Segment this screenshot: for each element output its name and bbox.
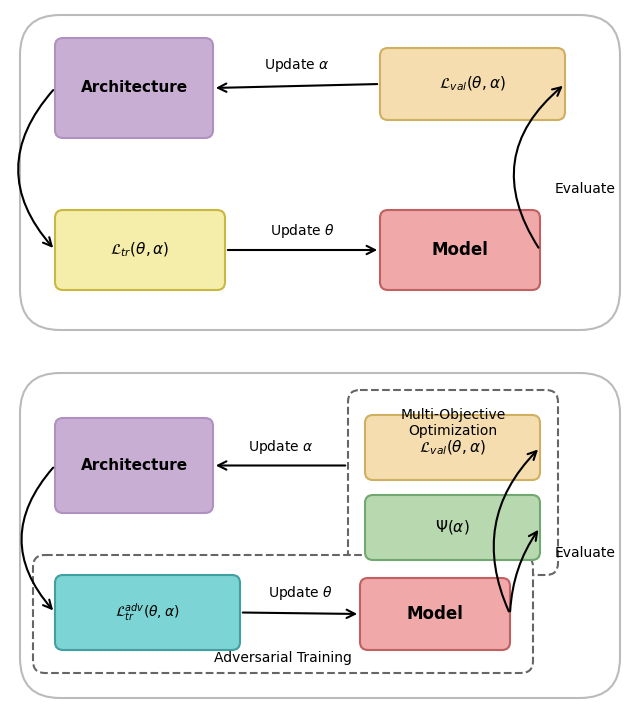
FancyBboxPatch shape — [55, 210, 225, 290]
Text: Update $\alpha$: Update $\alpha$ — [248, 438, 314, 456]
Text: $\mathcal{L}_{val}(\theta, \alpha)$: $\mathcal{L}_{val}(\theta, \alpha)$ — [419, 438, 486, 457]
FancyBboxPatch shape — [348, 390, 558, 575]
Text: $\mathcal{L}_{val}(\theta, \alpha)$: $\mathcal{L}_{val}(\theta, \alpha)$ — [439, 75, 506, 94]
FancyBboxPatch shape — [360, 578, 510, 650]
FancyBboxPatch shape — [55, 418, 213, 513]
Text: $\Psi(\alpha)$: $\Psi(\alpha)$ — [435, 518, 470, 536]
FancyBboxPatch shape — [365, 495, 540, 560]
Text: Adversarial Training: Adversarial Training — [214, 651, 352, 665]
Text: Model: Model — [431, 241, 488, 259]
FancyBboxPatch shape — [380, 48, 565, 120]
Text: $\mathcal{L}_{tr}(\theta, \alpha)$: $\mathcal{L}_{tr}(\theta, \alpha)$ — [110, 241, 170, 259]
FancyBboxPatch shape — [55, 575, 240, 650]
Text: Architecture: Architecture — [81, 458, 188, 473]
Text: Evaluate: Evaluate — [554, 545, 615, 560]
Text: Multi-Objective
Optimization: Multi-Objective Optimization — [401, 408, 506, 438]
Text: Evaluate: Evaluate — [554, 182, 615, 196]
FancyBboxPatch shape — [20, 373, 620, 698]
FancyBboxPatch shape — [55, 38, 213, 138]
Text: Update $\alpha$: Update $\alpha$ — [264, 56, 330, 74]
FancyBboxPatch shape — [20, 15, 620, 330]
Text: Model: Model — [406, 605, 463, 623]
FancyBboxPatch shape — [365, 415, 540, 480]
Text: Architecture: Architecture — [81, 81, 188, 96]
Text: $\mathcal{L}_{tr}^{adv}(\theta, \alpha)$: $\mathcal{L}_{tr}^{adv}(\theta, \alpha)$ — [115, 602, 180, 623]
FancyBboxPatch shape — [380, 210, 540, 290]
Text: Update $\theta$: Update $\theta$ — [270, 222, 335, 240]
Text: Update $\theta$: Update $\theta$ — [268, 585, 332, 603]
FancyBboxPatch shape — [33, 555, 533, 673]
